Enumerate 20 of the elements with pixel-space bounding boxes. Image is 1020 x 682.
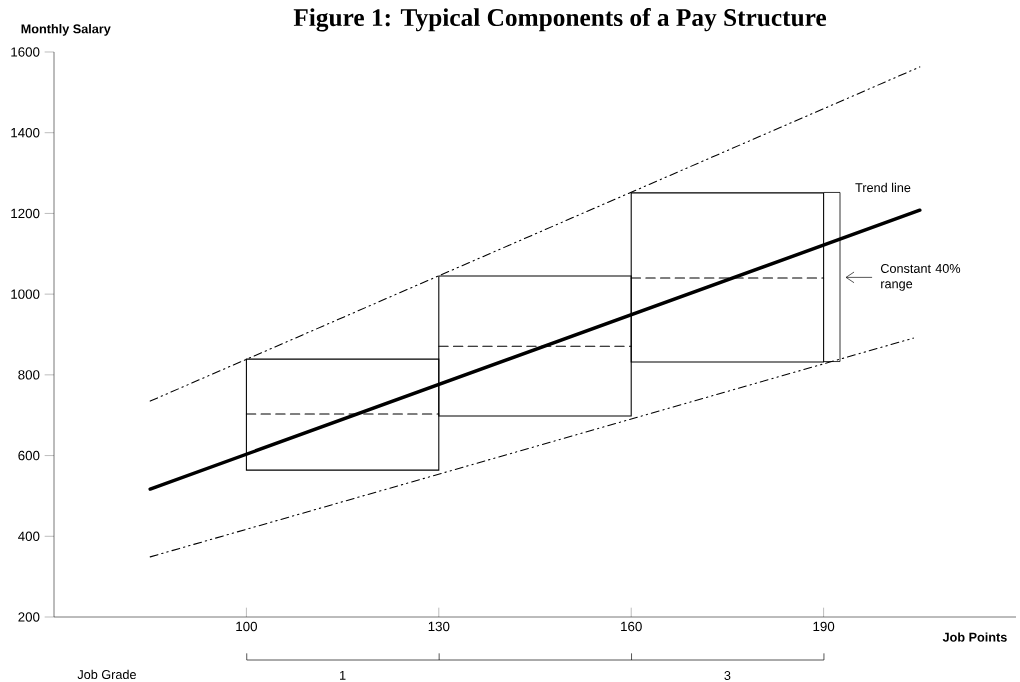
text: 1 [340, 671, 346, 680]
text: 3 [724, 671, 731, 681]
x-tick-label: 160 [621, 621, 642, 632]
y-tick-label: 1000 [11, 289, 40, 299]
y-tick-label: 600 [18, 450, 40, 461]
y-tick-label: 400 [18, 531, 40, 541]
x-tick-label: 130 [428, 621, 450, 632]
series-label: Trend line [855, 182, 911, 193]
annotation: Constant 40% range [880, 263, 961, 291]
y-tick-label: 1600 [11, 47, 40, 57]
text: Job Grade [77, 669, 136, 680]
x-tick-label: 190 [813, 621, 835, 632]
x-axis-title: Job Points [942, 632, 1007, 642]
y-axis-title: Monthly Salary [21, 24, 111, 36]
y-tick-label: 800 [18, 370, 40, 380]
y-tick-label: 1400 [11, 127, 40, 138]
x-tick-label: 100 [236, 621, 258, 632]
y-tick-label: 200 [18, 612, 40, 622]
chart-title: Figure 1: Typical Components of a Pay Structure [293, 8, 827, 32]
y-tick-label: 1200 [11, 208, 40, 219]
